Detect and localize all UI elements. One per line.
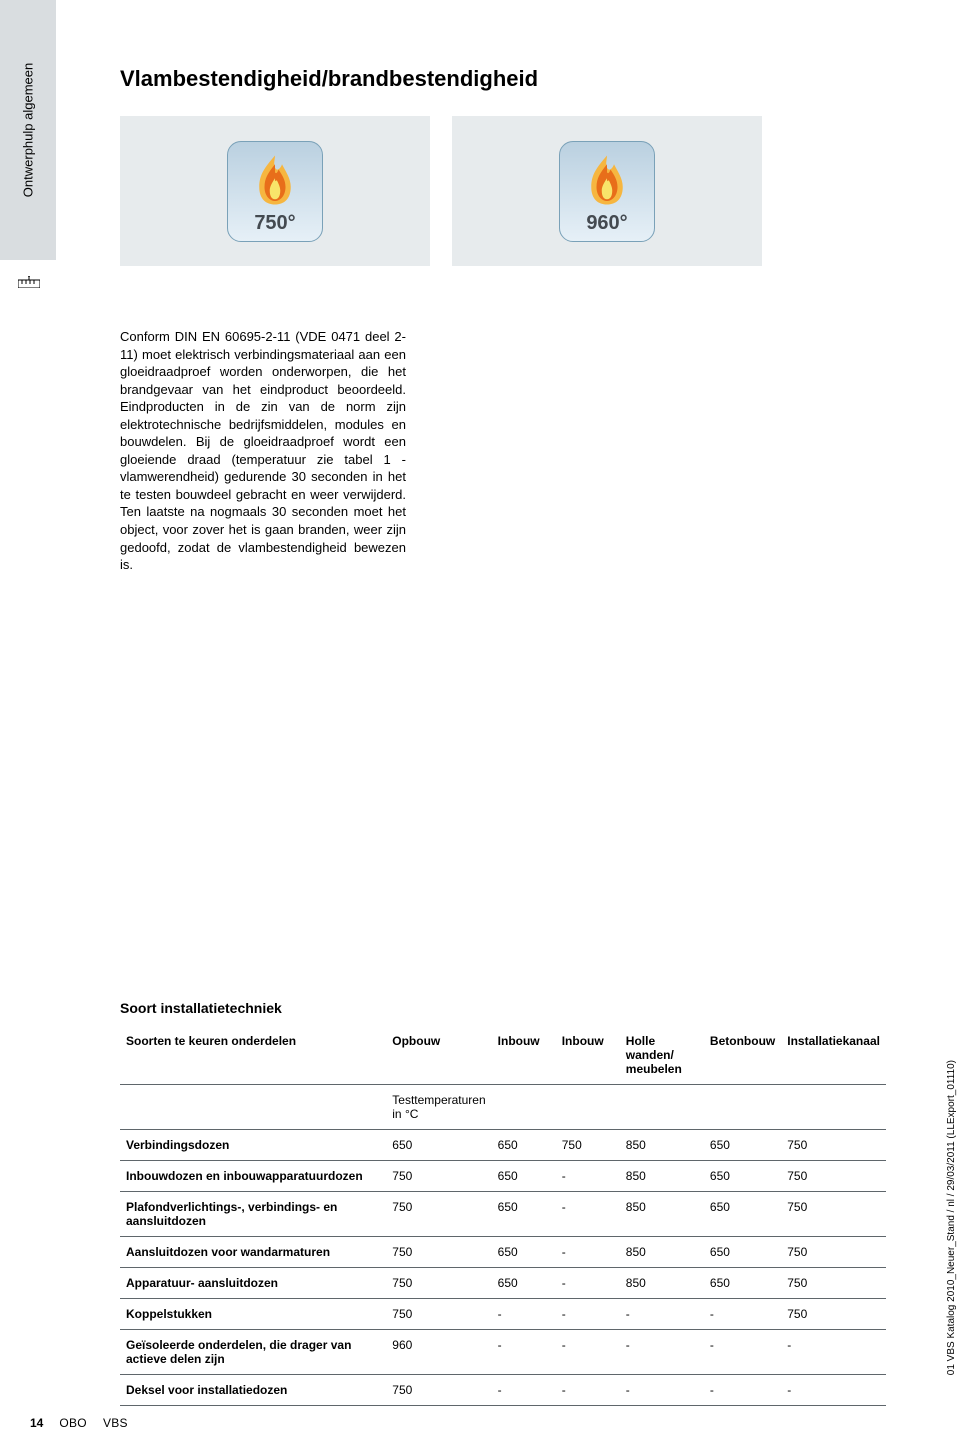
col-installatie: Installatiekanaal — [781, 1026, 886, 1085]
row-name: Geïsoleerde onderdelen, die drager van a… — [120, 1330, 386, 1375]
row-value: - — [556, 1330, 620, 1375]
col-opbouw: Opbouw — [386, 1026, 491, 1085]
row-value: - — [781, 1375, 886, 1406]
row-value: - — [556, 1237, 620, 1268]
row-value: - — [704, 1375, 781, 1406]
row-value: - — [620, 1375, 704, 1406]
row-value: 650 — [386, 1130, 491, 1161]
row-name: Inbouwdozen en inbouwapparatuurdozen — [120, 1161, 386, 1192]
col-holle: Holle wanden/ meubelen — [620, 1026, 704, 1085]
row-value: 750 — [386, 1268, 491, 1299]
row-value: - — [556, 1268, 620, 1299]
flame-icon — [247, 152, 303, 208]
row-value: 850 — [620, 1268, 704, 1299]
row-name: Koppelstukken — [120, 1299, 386, 1330]
row-name: Verbindingsdozen — [120, 1130, 386, 1161]
row-value: - — [781, 1330, 886, 1375]
row-value: 750 — [386, 1161, 491, 1192]
row-value: 650 — [704, 1268, 781, 1299]
row-value: 750 — [386, 1375, 491, 1406]
row-value: - — [620, 1330, 704, 1375]
row-name: Apparatuur- aansluitdozen — [120, 1268, 386, 1299]
row-value: - — [704, 1299, 781, 1330]
row-value: 650 — [492, 1130, 556, 1161]
row-value: 750 — [386, 1192, 491, 1237]
col-beton: Betonbouw — [704, 1026, 781, 1085]
row-value: - — [704, 1330, 781, 1375]
sub-empty — [120, 1085, 386, 1130]
row-value: 850 — [620, 1130, 704, 1161]
table-row: Verbindingsdozen650650750850650750 — [120, 1130, 886, 1161]
table-row: Inbouwdozen en inbouwapparatuurdozen7506… — [120, 1161, 886, 1192]
page-title: Vlambestendigheid/brandbestendigheid — [120, 66, 538, 92]
installation-table: Soorten te keuren onderdelen Opbouw Inbo… — [120, 1026, 886, 1406]
row-value: 650 — [704, 1192, 781, 1237]
row-value: 750 — [781, 1237, 886, 1268]
table-title: Soort installatietechniek — [120, 1000, 886, 1016]
row-value: 650 — [704, 1161, 781, 1192]
row-value: 750 — [781, 1130, 886, 1161]
page-number: 14 — [30, 1416, 43, 1430]
row-value: 850 — [620, 1192, 704, 1237]
row-value: 750 — [386, 1299, 491, 1330]
row-name: Plafondverlichtings-, verbindings- en aa… — [120, 1192, 386, 1237]
row-value: 650 — [704, 1130, 781, 1161]
table-row: Apparatuur- aansluitdozen750650-85065075… — [120, 1268, 886, 1299]
table-row: Plafondverlichtings-, verbindings- en aa… — [120, 1192, 886, 1237]
row-value: - — [556, 1375, 620, 1406]
table-row: Deksel voor installatiedozen750----- — [120, 1375, 886, 1406]
row-value: 650 — [492, 1192, 556, 1237]
row-value: - — [492, 1375, 556, 1406]
table-row: Geïsoleerde onderdelen, die drager van a… — [120, 1330, 886, 1375]
sidebar-label: Ontwerphulp algemeen — [21, 63, 36, 197]
row-name: Deksel voor installatiedozen — [120, 1375, 386, 1406]
row-value: - — [556, 1299, 620, 1330]
col-inbouw-2: Inbouw — [556, 1026, 620, 1085]
row-value: 650 — [704, 1237, 781, 1268]
row-value: 750 — [556, 1130, 620, 1161]
row-value: 650 — [492, 1237, 556, 1268]
flame-emblem: 750° — [227, 141, 323, 242]
table-header-row: Soorten te keuren onderdelen Opbouw Inbo… — [120, 1026, 886, 1085]
emblem-box-960: 960° — [452, 116, 762, 266]
row-value: - — [556, 1161, 620, 1192]
emblem-label-960: 960° — [586, 212, 627, 235]
page-footer: 14 OBO VBS — [30, 1416, 128, 1430]
row-value: 750 — [781, 1192, 886, 1237]
row-value: 850 — [620, 1237, 704, 1268]
table-row: Aansluitdozen voor wandarmaturen750650-8… — [120, 1237, 886, 1268]
sub-testtemp: Testtemperaturen in °C — [386, 1085, 491, 1130]
row-value: 750 — [386, 1237, 491, 1268]
right-gutter-text: 01 VBS Katalog 2010_Neuer_Stand / nl / 2… — [946, 1060, 957, 1375]
row-value: 750 — [781, 1161, 886, 1192]
footer-brand: OBO — [59, 1416, 87, 1430]
row-value: - — [620, 1299, 704, 1330]
flame-emblem: 960° — [559, 141, 655, 242]
row-name: Aansluitdozen voor wandarmaturen — [120, 1237, 386, 1268]
row-value: 650 — [492, 1268, 556, 1299]
row-value: - — [492, 1299, 556, 1330]
row-value: 960 — [386, 1330, 491, 1375]
col-soorten: Soorten te keuren onderdelen — [120, 1026, 386, 1085]
emblem-label-750: 750° — [254, 212, 295, 235]
table-subheader-row: Testtemperaturen in °C — [120, 1085, 886, 1130]
flame-icon — [579, 152, 635, 208]
row-value: 750 — [781, 1299, 886, 1330]
row-value: 850 — [620, 1161, 704, 1192]
body-paragraph: Conform DIN EN 60695-2-11 (VDE 0471 deel… — [120, 328, 406, 574]
footer-model: VBS — [103, 1416, 128, 1430]
emblem-box-750: 750° — [120, 116, 430, 266]
row-value: 650 — [492, 1161, 556, 1192]
sidebar-tab: Ontwerphulp algemeen — [0, 0, 56, 260]
col-inbouw-1: Inbouw — [492, 1026, 556, 1085]
table-row: Koppelstukken750----750 — [120, 1299, 886, 1330]
ruler-icon — [18, 276, 40, 288]
row-value: - — [556, 1192, 620, 1237]
emblem-row: 750° 960° — [120, 116, 762, 266]
row-value: 750 — [781, 1268, 886, 1299]
row-value: - — [492, 1330, 556, 1375]
table-section: Soort installatietechniek Soorten te keu… — [120, 1000, 886, 1406]
